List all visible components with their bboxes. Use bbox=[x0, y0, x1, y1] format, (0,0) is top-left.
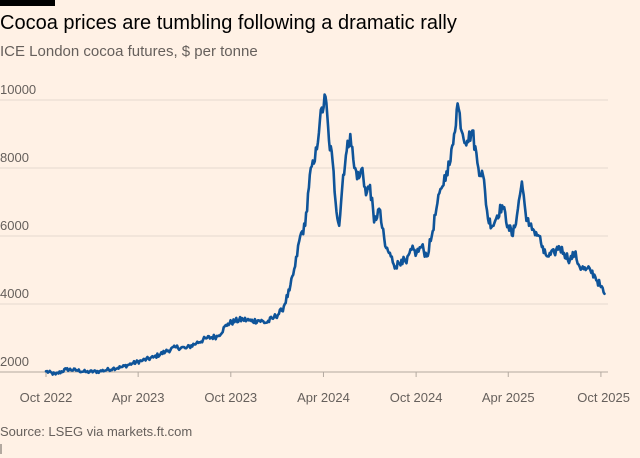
chart-title: Cocoa prices are tumbling following a dr… bbox=[0, 12, 457, 34]
x-axis-ticks: Oct 2022 Apr 2023 Oct 2023 Apr 2024 Oct 2024… bbox=[20, 372, 630, 405]
series-layer bbox=[44, 93, 606, 376]
y-tick-label: 6000 bbox=[0, 218, 29, 233]
y-axis-ticks: 2000 4000 6000 8000 10000 bbox=[0, 82, 36, 369]
x-tick-label: Apr 2025 bbox=[482, 390, 535, 405]
x-tick-label: Oct 2025 bbox=[577, 390, 630, 405]
footer-mark bbox=[0, 444, 2, 454]
source-note: Source: LSEG via markets.ft.com bbox=[0, 424, 193, 439]
x-tick-label: Oct 2022 bbox=[20, 390, 73, 405]
x-tick-label: Apr 2024 bbox=[297, 390, 350, 405]
chart-subtitle: ICE London cocoa futures, $ per tonne bbox=[0, 43, 258, 60]
y-tick-label: 4000 bbox=[0, 286, 29, 301]
x-tick-label: Oct 2023 bbox=[204, 390, 257, 405]
x-tick-label: Oct 2024 bbox=[390, 390, 443, 405]
brand-bar bbox=[0, 0, 55, 6]
x-tick-label: Apr 2023 bbox=[112, 390, 165, 405]
y-tick-label: 2000 bbox=[0, 354, 29, 369]
grid-lines bbox=[0, 99, 608, 373]
price-series-line bbox=[44, 93, 606, 376]
y-tick-label: 10000 bbox=[0, 82, 36, 97]
y-tick-label: 8000 bbox=[0, 150, 29, 165]
